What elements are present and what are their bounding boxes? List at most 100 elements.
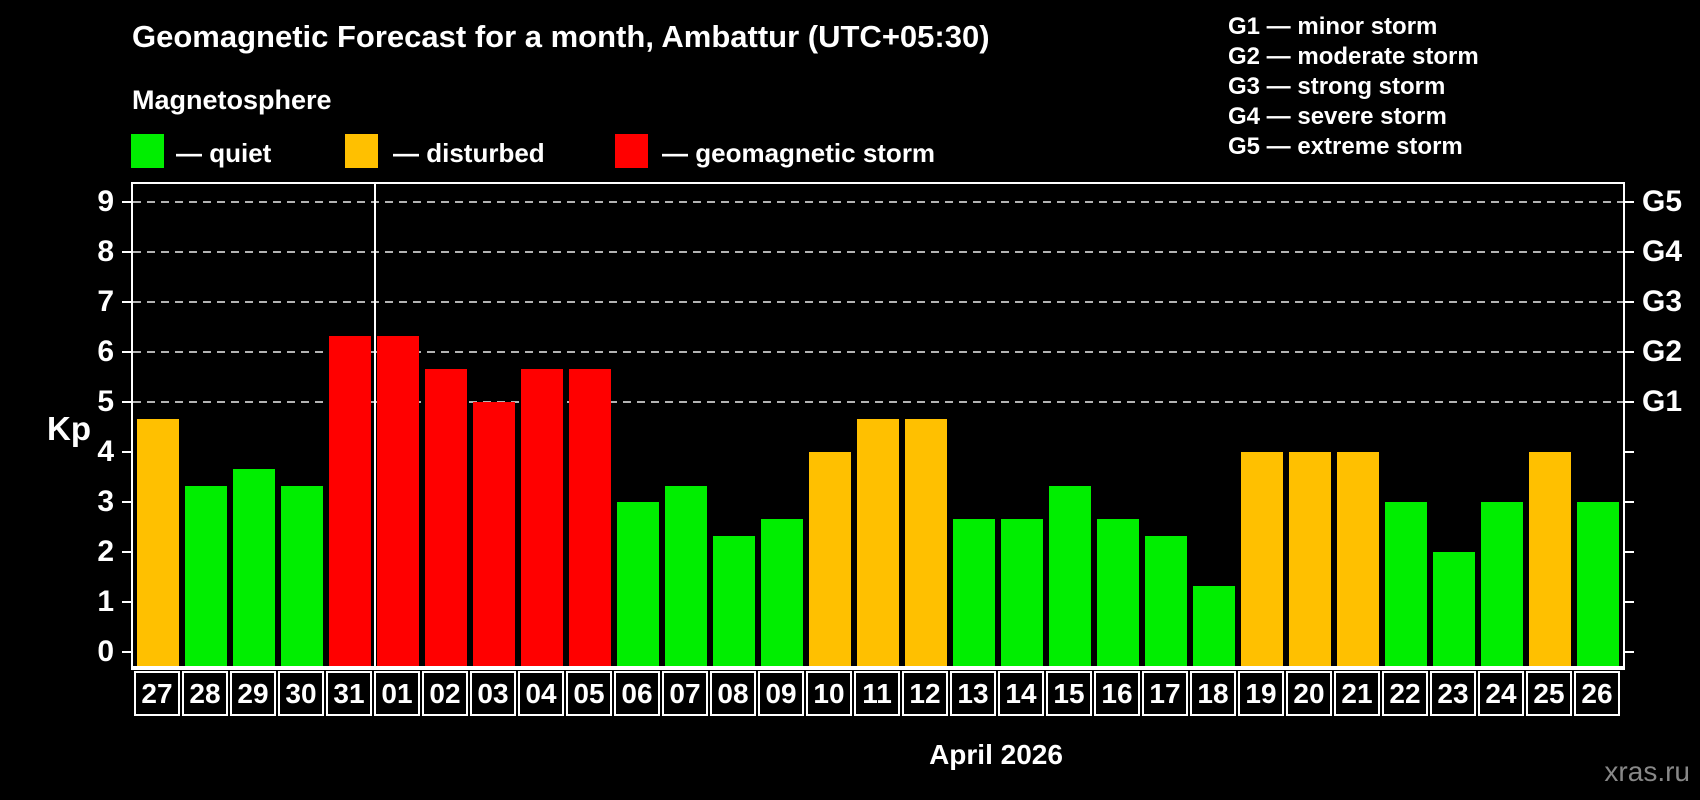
day-label-07: 07 (662, 671, 708, 716)
kp-bar-day-10 (809, 452, 851, 666)
day-label-02: 02 (422, 671, 468, 716)
kp-bar-day-18 (1193, 585, 1235, 666)
day-label-09: 09 (758, 671, 804, 716)
day-label-05: 05 (566, 671, 612, 716)
g3-legend-line: G3 — strong storm (1228, 73, 1446, 100)
kp-bar-day-15 (1049, 485, 1091, 666)
y-tick-left-2 (122, 551, 131, 553)
kp-bar-day-25 (1529, 452, 1571, 666)
y-tick-right-5 (1625, 401, 1634, 403)
y-tick-right-8 (1625, 251, 1634, 253)
kp-bar-day-14 (1001, 518, 1043, 666)
kp-bar-day-11 (857, 418, 899, 666)
month-boundary-line (374, 184, 376, 666)
g4-legend-line: G4 — severe storm (1228, 103, 1447, 130)
kp-bar-day-05 (569, 368, 611, 666)
kp-bar-day-19 (1241, 452, 1283, 666)
y-tick-right-1 (1625, 601, 1634, 603)
y-tick-right-0 (1625, 651, 1634, 653)
day-label-29: 29 (230, 671, 276, 716)
y-axis-label: Kp (47, 410, 91, 447)
right-axis-label-g1: G1 (1642, 385, 1683, 418)
disturbed-legend-swatch (345, 134, 378, 168)
day-label-08: 08 (710, 671, 756, 716)
y-tick-right-2 (1625, 551, 1634, 553)
quiet-legend-label: — quiet (176, 138, 272, 168)
right-axis-label-g3: G3 (1642, 285, 1683, 318)
g-scale-legend: G1 — minor storm G2 — moderate storm G3 … (1228, 12, 1479, 162)
y-tick-label-8: 8 (97, 235, 114, 268)
gridline-kp6 (133, 351, 1623, 353)
y-tick-right-9 (1625, 201, 1634, 203)
day-label-20: 20 (1286, 671, 1332, 716)
kp-bar-day-28 (185, 485, 227, 666)
kp-bar-day-24 (1481, 502, 1523, 666)
right-axis-label-g5: G5 (1642, 185, 1683, 218)
day-label-01: 01 (374, 671, 420, 716)
g2-legend-line: G2 — moderate storm (1228, 43, 1479, 70)
gridline-kp8 (133, 251, 1623, 253)
gridline-kp5 (133, 401, 1623, 403)
storm-legend-swatch (615, 134, 648, 168)
kp-bar-day-06 (617, 502, 659, 666)
kp-bar-day-20 (1289, 452, 1331, 666)
kp-bar-day-22 (1385, 502, 1427, 666)
kp-bar-day-08 (713, 535, 755, 666)
y-tick-label-7: 7 (97, 285, 114, 318)
y-tick-right-4 (1625, 451, 1634, 453)
y-tick-left-4 (122, 451, 131, 453)
day-label-11: 11 (854, 671, 900, 716)
kp-bar-day-13 (953, 518, 995, 666)
kp-bar-day-23 (1433, 552, 1475, 666)
quiet-legend-swatch (131, 134, 164, 168)
day-label-16: 16 (1094, 671, 1140, 716)
kp-bar-day-16 (1097, 518, 1139, 666)
y-tick-label-9: 9 (97, 185, 114, 218)
gridline-kp7 (133, 301, 1623, 303)
kp-bar-day-17 (1145, 535, 1187, 666)
right-axis-label-g4: G4 (1642, 235, 1683, 268)
y-tick-label-1: 1 (97, 585, 114, 618)
y-tick-label-2: 2 (97, 535, 114, 568)
kp-bar-day-21 (1337, 452, 1379, 666)
g5-legend-line: G5 — extreme storm (1228, 133, 1463, 160)
y-tick-right-7 (1625, 301, 1634, 303)
right-axis-label-g2: G2 (1642, 335, 1683, 368)
y-tick-label-6: 6 (97, 335, 114, 368)
kp-bar-day-07 (665, 485, 707, 666)
y-tick-left-3 (122, 501, 131, 503)
day-label-13: 13 (950, 671, 996, 716)
plot-area (131, 182, 1625, 666)
kp-bar-day-27 (137, 418, 179, 666)
storm-legend-label: — geomagnetic storm (662, 138, 936, 168)
day-label-31: 31 (326, 671, 372, 716)
kp-bar-day-03 (473, 402, 515, 666)
y-tick-right-6 (1625, 351, 1634, 353)
day-label-14: 14 (998, 671, 1044, 716)
kp-bar-day-26 (1577, 502, 1619, 666)
day-label-12: 12 (902, 671, 948, 716)
day-label-26: 26 (1574, 671, 1620, 716)
kp-bar-day-01 (377, 335, 419, 666)
kp-bar-day-30 (281, 485, 323, 666)
x-axis-line (131, 666, 1625, 670)
kp-bar-day-29 (233, 468, 275, 666)
day-label-19: 19 (1238, 671, 1284, 716)
y-tick-label-0: 0 (97, 635, 114, 668)
y-tick-label-4: 4 (97, 435, 114, 468)
day-label-10: 10 (806, 671, 852, 716)
y-tick-left-5 (122, 401, 131, 403)
disturbed-legend-label: — disturbed (393, 138, 545, 168)
g1-legend-line: G1 — minor storm (1228, 13, 1438, 40)
day-label-06: 06 (614, 671, 660, 716)
day-label-21: 21 (1334, 671, 1380, 716)
y-tick-label-3: 3 (97, 485, 114, 518)
y-tick-left-9 (122, 201, 131, 203)
day-label-17: 17 (1142, 671, 1188, 716)
kp-bar-day-12 (905, 418, 947, 666)
y-tick-left-7 (122, 301, 131, 303)
chart-title: Geomagnetic Forecast for a month, Ambatt… (132, 19, 990, 54)
day-label-22: 22 (1382, 671, 1428, 716)
y-tick-left-8 (122, 251, 131, 253)
